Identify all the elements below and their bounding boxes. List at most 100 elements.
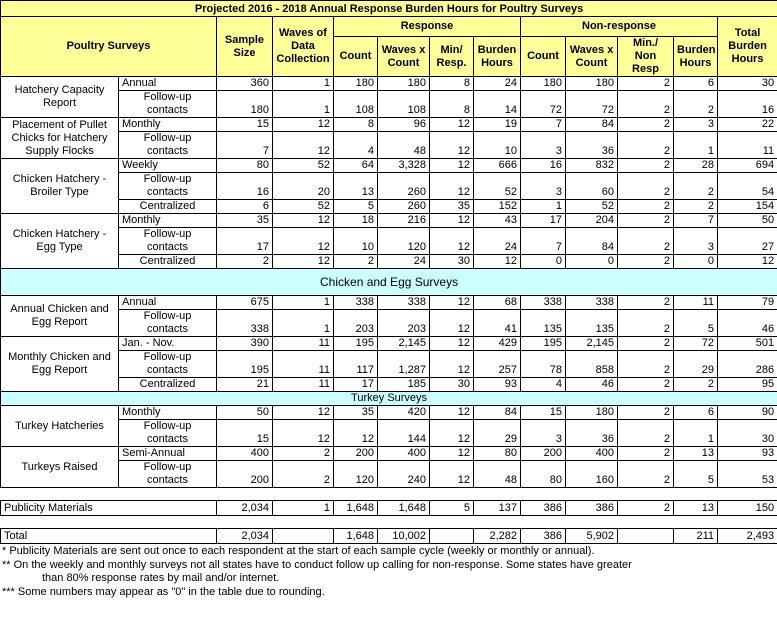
cell: 137: [473, 500, 521, 516]
cell: 12: [429, 309, 474, 337]
table-title: Projected 2016 - 2018 Annual Response Bu…: [0, 0, 777, 17]
cell: 2,493: [716, 528, 777, 544]
cell: 180: [565, 76, 618, 91]
header-cell: Response: [333, 16, 521, 37]
survey-name: Chicken Hatchery - Broiler Type: [0, 158, 119, 214]
row-label: Semi-Annual: [118, 446, 217, 461]
cell: 400: [565, 446, 618, 461]
cell: 7: [673, 213, 718, 228]
cell: 144: [377, 419, 430, 447]
cell: 2: [617, 419, 674, 447]
cell: 10: [473, 131, 521, 159]
cell: 35: [429, 199, 474, 214]
cell: 2: [272, 460, 334, 488]
cell: 2: [617, 172, 674, 200]
cell: 7: [520, 227, 566, 255]
section-heading: Turkey Surveys: [0, 391, 777, 406]
header-cell: Burden Hours: [473, 36, 521, 77]
cell: 117: [333, 350, 378, 378]
row-label: Follow-up contacts: [118, 350, 217, 378]
row: Follow-up contacts 338 1 203 203 12 41 135 135 2 5…: [1, 309, 777, 337]
cell: 36: [565, 419, 618, 447]
cell: 84: [565, 117, 618, 132]
cell: 36: [565, 131, 618, 159]
row: Follow-up contacts 195 11 117 1,287 12 257 78 85…: [1, 350, 777, 378]
cell: 17: [520, 213, 566, 228]
cell: 2,282: [473, 528, 521, 544]
cell: 400: [216, 446, 273, 461]
cell: 78: [520, 350, 566, 378]
cell: 211: [673, 528, 718, 544]
cell: 90: [716, 405, 777, 420]
cell: 1: [272, 295, 334, 310]
cell: 1: [520, 199, 566, 214]
footnotes: * Publicity Materials are sent out once …: [0, 544, 777, 600]
row-label: Follow-up contacts: [118, 172, 217, 200]
cell: 150: [716, 500, 777, 516]
cell: 195: [333, 336, 378, 351]
survey-name: Placement of Pullet Chicks for Hatchery …: [0, 117, 119, 159]
cell: 2: [617, 336, 674, 351]
survey-name: Turkeys Raised: [0, 446, 119, 488]
cell: 12: [429, 117, 474, 132]
cell: 11: [272, 336, 334, 351]
cell: 21: [216, 377, 273, 392]
cell: 11: [673, 295, 718, 310]
burden-table: Projected 2016 - 2018 Annual Response Bu…: [0, 0, 777, 544]
cell: 400: [377, 446, 430, 461]
row: Follow-up contacts 180 1 108 108 8 14 72 72 2 2 16: [1, 90, 777, 118]
cell: 80: [216, 158, 273, 173]
cell: 386: [520, 528, 566, 544]
cell: 338: [377, 295, 430, 310]
survey-name: Turkey Hatcheries: [0, 405, 119, 447]
cell: [617, 528, 674, 544]
cell: 3: [520, 419, 566, 447]
header-cell: Total Burden Hours: [716, 16, 777, 77]
cell: 2: [617, 460, 674, 488]
cell: 501: [716, 336, 777, 351]
cell: 429: [473, 336, 521, 351]
section-row: Chicken and Egg Surveys: [0, 268, 777, 296]
header-cell: Waves x Count: [377, 36, 430, 77]
cell: 338: [216, 309, 273, 337]
cell: 2: [673, 172, 718, 200]
survey-name: Hatchery Capacity Report: [0, 76, 119, 118]
cell: 1: [673, 131, 718, 159]
cell: 18: [333, 213, 378, 228]
row: Turkeys Raised Semi-Annual 400 2 200 400 12 80 2…: [0, 446, 777, 488]
cell: 12: [429, 446, 474, 461]
header-cell: Burden Hours: [673, 36, 718, 77]
cell: 30: [716, 76, 777, 91]
cell: 4: [520, 377, 566, 392]
cell: 185: [377, 377, 430, 392]
header-cell: Poultry Surveys: [0, 16, 217, 77]
cell: 4: [333, 131, 378, 159]
cell: 2: [617, 350, 674, 378]
cell: 180: [565, 405, 618, 420]
cell: 46: [716, 309, 777, 337]
row-label: Follow-up contacts: [118, 227, 217, 255]
row: Placement of Pullet Chicks for Hatchery …: [0, 117, 777, 159]
cell: 12: [429, 158, 474, 173]
cell: 84: [473, 405, 521, 420]
cell: 43: [473, 213, 521, 228]
cell: 6: [673, 405, 718, 420]
cell: [429, 528, 474, 544]
cell: 30: [429, 377, 474, 392]
header-cell: Count: [333, 36, 378, 77]
row: Annual Chicken and Egg Report Annual 675 1 3…: [0, 295, 777, 337]
cell: 13: [333, 172, 378, 200]
cell: 12: [429, 172, 474, 200]
cell: 20: [272, 172, 334, 200]
cell: 2: [617, 131, 674, 159]
cell: 5: [333, 199, 378, 214]
cell: 13: [673, 500, 718, 516]
cell: 54: [716, 172, 777, 200]
cell: 386: [520, 500, 566, 516]
cell: 30: [429, 254, 474, 269]
cell: 2,034: [216, 500, 273, 516]
section-heading: Chicken and Egg Surveys: [0, 268, 777, 296]
cell: 64: [333, 158, 378, 173]
cell: 390: [216, 336, 273, 351]
cell: 2: [617, 254, 674, 269]
